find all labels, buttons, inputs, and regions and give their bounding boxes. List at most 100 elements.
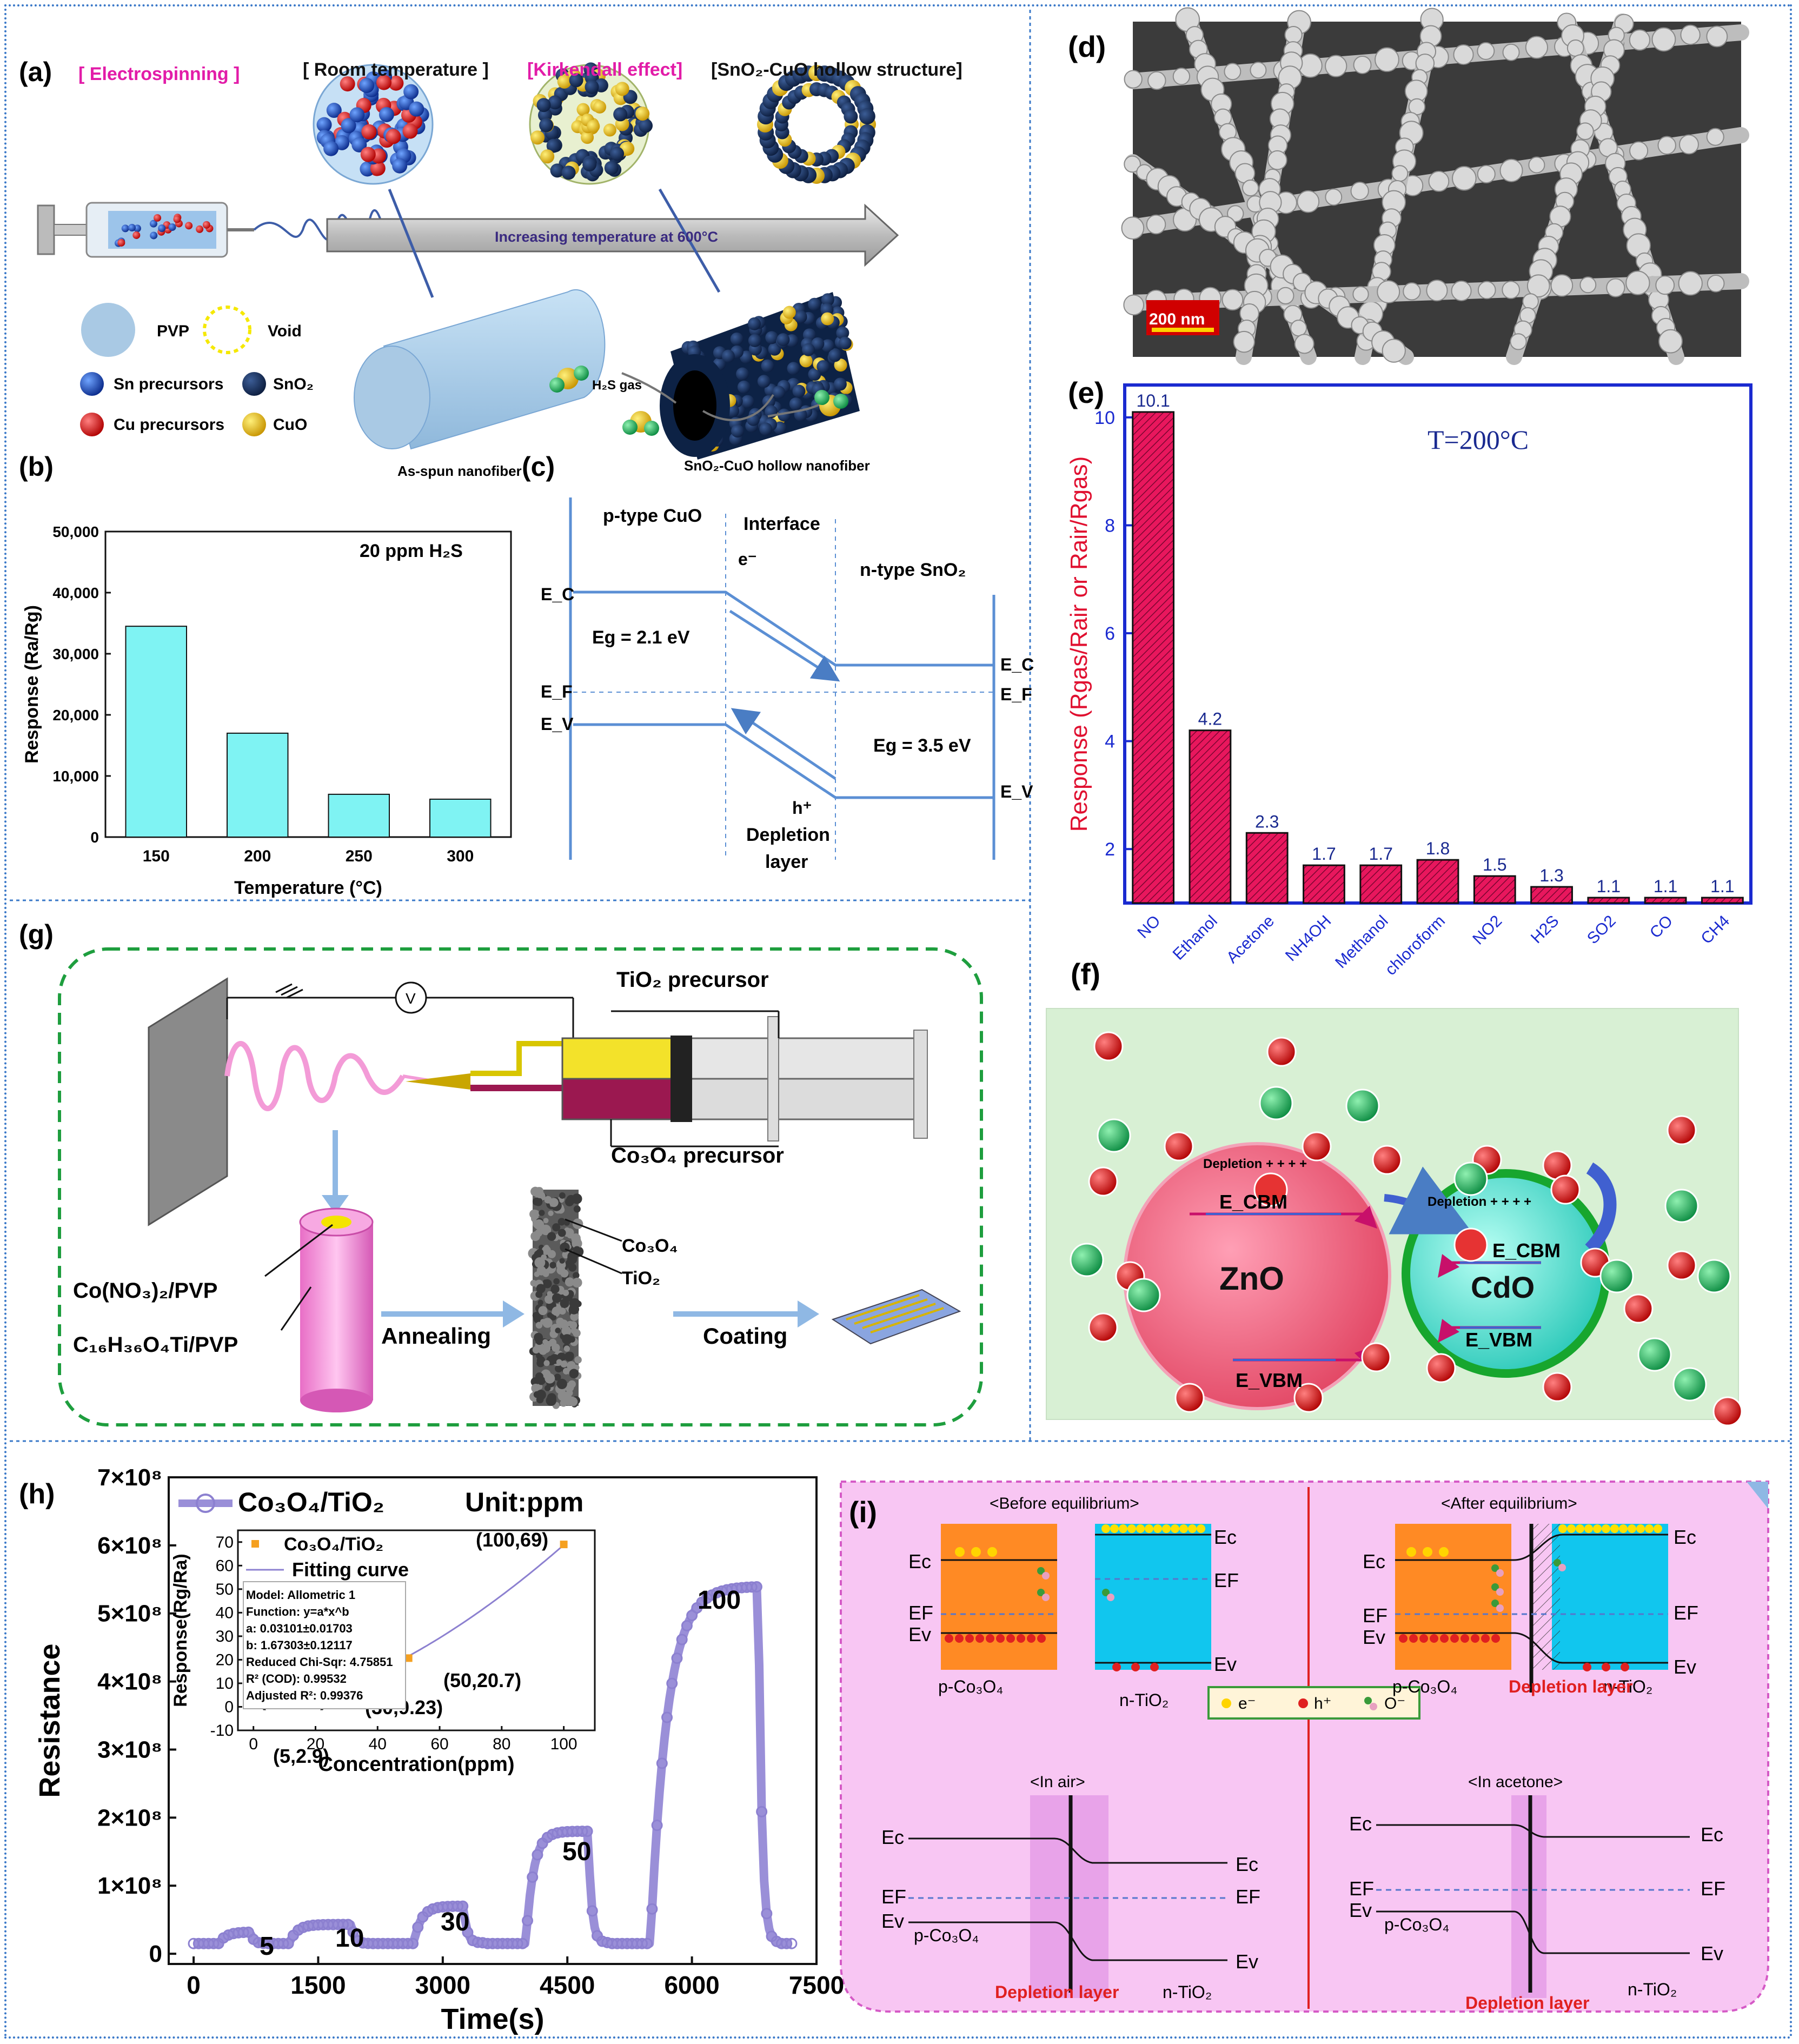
xtick-label-b: 150	[143, 847, 170, 865]
ylabel-e: Response (Rgas/Rair or Rair/Rgas)	[1066, 456, 1092, 832]
bar-e	[1132, 411, 1175, 904]
inset-point	[404, 1654, 413, 1662]
hole-dot	[965, 1634, 974, 1643]
oxygen-atom	[1361, 1342, 1391, 1372]
ef-acetone-right: EF	[1701, 1877, 1725, 1900]
bar-e	[1473, 875, 1516, 904]
fiber-particle	[811, 337, 825, 350]
syringe-particle	[202, 221, 210, 229]
panel-label-h: (h)	[19, 1478, 55, 1510]
nitrogen-atom	[1097, 1118, 1131, 1153]
sem-grain	[1453, 44, 1474, 65]
fit-info-line: Function: y=a*x^b	[246, 1605, 349, 1618]
sem-grain	[1706, 128, 1724, 146]
fit-info-line: Reduced Chi-Sqr: 4.75851	[246, 1655, 393, 1669]
sem-grain	[1172, 68, 1191, 85]
sem-grain	[1426, 280, 1448, 302]
fit-info-line: Adjusted R²: 0.99376	[246, 1689, 363, 1702]
n-tio2-air: n-TiO₂	[1163, 1982, 1212, 2002]
voltmeter	[395, 981, 427, 1014]
annealing-label: Annealing	[381, 1323, 491, 1349]
series-marker-h	[462, 1927, 474, 1939]
panel-label-d: (d)	[1068, 30, 1106, 63]
series-marker-h	[208, 1937, 220, 1949]
precursor-particle	[386, 129, 401, 144]
kirkendall-particle	[593, 100, 607, 114]
kirkendall-particle	[557, 74, 572, 89]
series-marker-h	[516, 1937, 528, 1949]
ef-acetone-left: EF	[1349, 1877, 1374, 1900]
zno-label: ZnO	[1219, 1260, 1284, 1297]
xtick-label-h: 0	[187, 1971, 201, 1999]
panel-label-g: (g)	[19, 919, 54, 950]
depletion-zno: Depletion + + + +	[1203, 1157, 1307, 1171]
xtick-label-inset: 20	[307, 1735, 324, 1753]
electron-dot	[1593, 1524, 1602, 1533]
precursor-particle	[323, 141, 339, 156]
oxygen-ion	[1554, 1559, 1561, 1567]
sem-grain	[1147, 71, 1166, 90]
legend-cu-precursor: Cu precursors	[114, 416, 224, 434]
legend-marker-h	[196, 1494, 215, 1513]
arrow-to-hollow-fiber	[658, 188, 721, 293]
hole-dot	[1481, 1634, 1490, 1643]
ytick-label-h: 1×10⁸	[97, 1873, 162, 1899]
ef-after-left: EF	[1363, 1604, 1388, 1627]
ytick-label-e: 2	[1105, 839, 1115, 860]
sem-grain	[1657, 136, 1676, 155]
kirkendall-particle	[613, 107, 628, 122]
ylabel-b: Response (Ra/Rg)	[22, 605, 42, 764]
inset-point-label: (100,69)	[476, 1529, 548, 1551]
sensor-chip	[831, 1289, 961, 1345]
arrow-text: Increasing temperature at 600°C	[495, 229, 718, 245]
inset-point-label: (50,20.7)	[443, 1669, 521, 1691]
after-equilibrium: <After equilibrium>	[1441, 1495, 1577, 1512]
oxygen-atom	[1623, 1293, 1654, 1324]
sem-grain	[1525, 36, 1549, 59]
inset-legend-points: Co₃O₄/TiO₂	[284, 1534, 383, 1555]
series-marker-h	[756, 1806, 768, 1817]
bar-e	[1530, 886, 1573, 904]
fiber-particle	[761, 359, 774, 373]
bar-e	[1303, 864, 1345, 904]
data-label-e: 1.1	[1654, 877, 1677, 896]
hole-dot	[1131, 1663, 1140, 1671]
data-label-e: 1.1	[1710, 877, 1734, 896]
sem-grain	[1502, 281, 1521, 299]
n-tio2-block-after	[1552, 1524, 1668, 1670]
precursor-particle	[370, 161, 386, 176]
data-label-e: 1.7	[1312, 844, 1336, 864]
fiber-particle	[757, 375, 771, 388]
series-marker-h	[237, 1927, 249, 1939]
xtick-label-e: chloroform	[1382, 912, 1449, 979]
sem-grain	[1146, 214, 1166, 235]
oxygen-ion	[1491, 1600, 1499, 1607]
precursor-particle	[360, 147, 376, 162]
collector-plate	[148, 977, 228, 1226]
electron-dot	[1584, 1524, 1593, 1533]
xtick-label-b: 300	[447, 847, 474, 865]
legend-cuo: CuO	[273, 416, 307, 434]
xlabel-b: Temperature (°C)	[234, 878, 382, 898]
sem-grain	[1353, 56, 1372, 74]
ev-acetone-right: Ev	[1701, 1942, 1723, 1965]
series-marker-h	[656, 1757, 668, 1769]
step-label-h: 10	[335, 1924, 364, 1953]
p-co3o4-block-before	[941, 1524, 1057, 1670]
fiber-particle	[838, 336, 852, 350]
arrow-to-fiber	[388, 189, 434, 298]
electron-dot	[1406, 1547, 1416, 1557]
syringe-particle	[173, 215, 181, 223]
hole-dot	[1006, 1634, 1015, 1643]
xlabel-h: Time(s)	[441, 2003, 544, 2035]
electron-dot	[1136, 1524, 1145, 1533]
inset-point-label: (5,2.9)	[273, 1745, 329, 1767]
fiber-particle	[765, 331, 779, 344]
co3o4-syringe	[561, 1078, 688, 1120]
kirkendall-particle	[530, 130, 545, 145]
cu-precursor-swatch	[80, 413, 104, 436]
syringe-particle	[150, 231, 158, 240]
p-type-label: p-type CuO	[603, 506, 702, 526]
fiber-particle	[741, 395, 754, 408]
